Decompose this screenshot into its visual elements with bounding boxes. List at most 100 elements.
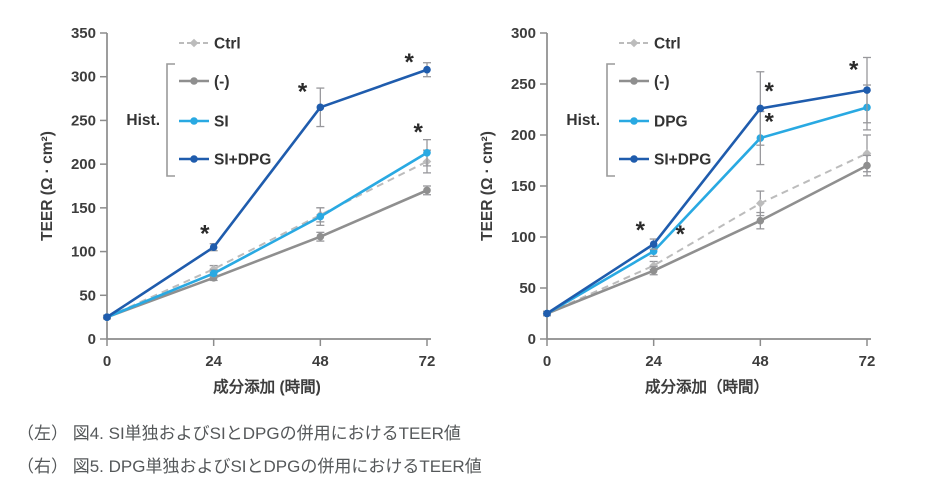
data-point-marker-SI+DPG [209,243,218,251]
x-tick-label: 0 [543,353,551,370]
data-point-marker-SI [423,148,431,157]
y-axis-title: TEER (Ω · cm²) [39,131,56,241]
y-tick-label: 300 [511,25,536,42]
data-point-marker-(-) [863,161,871,170]
legend-marker [190,117,198,125]
legend-item-SI+DPG: SI+DPG [179,152,271,169]
series-(-) [103,185,431,321]
legend-label: SI [214,114,229,131]
series-line-(-) [546,164,868,315]
chart-teer-dpg: 0 50 100 150 200 250 300 0 24 48 72 成分添加（時間） TEER (Ω… [479,25,875,396]
legend-item-Ctrl: Ctrl [179,36,241,53]
legend-label: Ctrl [654,36,681,53]
legend-group-bracket [606,63,615,177]
data-point-marker-(-) [316,232,325,241]
data-point-marker-SI [209,269,218,278]
legend-label: Ctrl [214,36,241,53]
data-point-marker-(-) [756,216,765,225]
data-point-marker-SI [316,212,325,221]
significance-asterisk: * [298,79,308,106]
significance-asterisk: * [765,109,775,136]
legend-marker [630,155,638,163]
data-point-marker-Ctrl [209,264,218,274]
y-tick-label: 350 [71,25,96,42]
legend-item-SI: SI [179,114,229,131]
data-point-marker-SI+DPG [649,240,658,248]
series-line-Ctrl [106,160,428,319]
significance-asterisk: * [765,78,775,105]
legend-marker [189,38,199,48]
y-tick-label: 50 [79,287,96,304]
legend-marker [630,77,638,85]
y-tick-label: 100 [511,229,536,246]
x-tick-label: 48 [752,353,769,370]
legend-label: SI+DPG [214,152,271,169]
legend-item-Ctrl: Ctrl [619,36,681,53]
y-tick-label: 100 [71,244,96,261]
series-line-SI+DPG [106,68,428,319]
x-tick-label: 72 [859,353,876,370]
legend-group-title: Hist. [126,112,160,129]
data-point-marker-SI+DPG [863,86,871,94]
significance-asterisk: * [413,119,423,146]
significance-asterisk: * [849,57,859,84]
y-tick-label: 0 [528,331,536,348]
series-line-SI+DPG [546,88,868,315]
legend-item-SI+DPG: SI+DPG [619,152,711,169]
y-tick-label: 250 [71,112,96,129]
series-line-DPG [546,106,868,315]
legend: Ctrl (-) SI SI+DPG Hist. [126,36,271,177]
series-SI+DPG [103,62,431,321]
x-axis-title: 成分添加 (時間) [213,377,321,396]
x-tick-label: 24 [645,353,662,370]
significance-asterisk: * [405,49,415,76]
legend-label: DPG [654,114,688,131]
legend-item-(-): (-) [619,74,670,91]
legend-item-(-): (-) [179,74,230,91]
x-tick-label: 0 [103,353,111,370]
y-tick-label: 200 [511,127,536,144]
axes: 0 50 100 150 200 250 300 350 0 24 48 72 [71,25,435,370]
data-point-marker-(-) [649,266,658,275]
y-tick-label: 150 [511,178,536,195]
data-point-marker-SI+DPG [543,309,551,318]
data-point-marker-SI+DPG [103,313,111,321]
y-tick-label: 0 [88,331,96,348]
series-SI+DPG [543,56,871,318]
figure-captions: （左） 図4. SI単独およびSIとDPGの併用におけるTEER値 （右） 図5… [17,417,482,483]
data-point-marker-(-) [423,186,431,195]
series-line-SI [106,151,428,319]
y-tick-label: 300 [71,69,96,86]
y-tick-label: 200 [71,156,96,173]
data-point-marker-SI+DPG [316,103,325,112]
axes: 0 50 100 150 200 250 300 0 24 48 72 [511,25,875,370]
significance-asterisk: * [200,220,210,247]
legend-label: (-) [214,74,230,91]
x-tick-label: 24 [205,353,222,370]
x-tick-label: 72 [419,353,436,370]
caption-left-figure: （左） 図4. SI単独およびSIとDPGの併用におけるTEER値 [17,424,461,443]
legend-marker [190,155,198,163]
legend-marker [190,77,198,85]
caption-right-figure: （右） 図5. DPG単独およびSIとDPGの併用におけるTEER値 [17,457,482,476]
series-SI [103,139,431,321]
significance-asterisk: * [636,217,646,244]
x-tick-label: 48 [312,353,329,370]
y-tick-label: 250 [511,76,536,93]
data-point-marker-SI+DPG [756,104,765,113]
data-point-marker-Ctrl [862,149,872,158]
legend-item-DPG: DPG [619,114,688,131]
series-line-(-) [106,189,428,319]
legend-label: (-) [654,74,670,91]
significance-asterisk: * [676,221,686,248]
legend-group-title: Hist. [566,112,600,129]
data-point-marker-SI+DPG [423,65,431,74]
legend-label: SI+DPG [654,152,711,169]
y-tick-label: 150 [71,200,96,217]
legend-marker [630,117,638,125]
chart-teer-si: 0 50 100 150 200 250 300 350 0 24 48 72 成分添加 (時間) TEE… [39,25,435,396]
y-axis-title: TEER (Ω · cm²) [479,131,496,241]
data-point-marker-Ctrl [756,199,765,208]
x-axis-title: 成分添加（時間） [645,377,769,396]
